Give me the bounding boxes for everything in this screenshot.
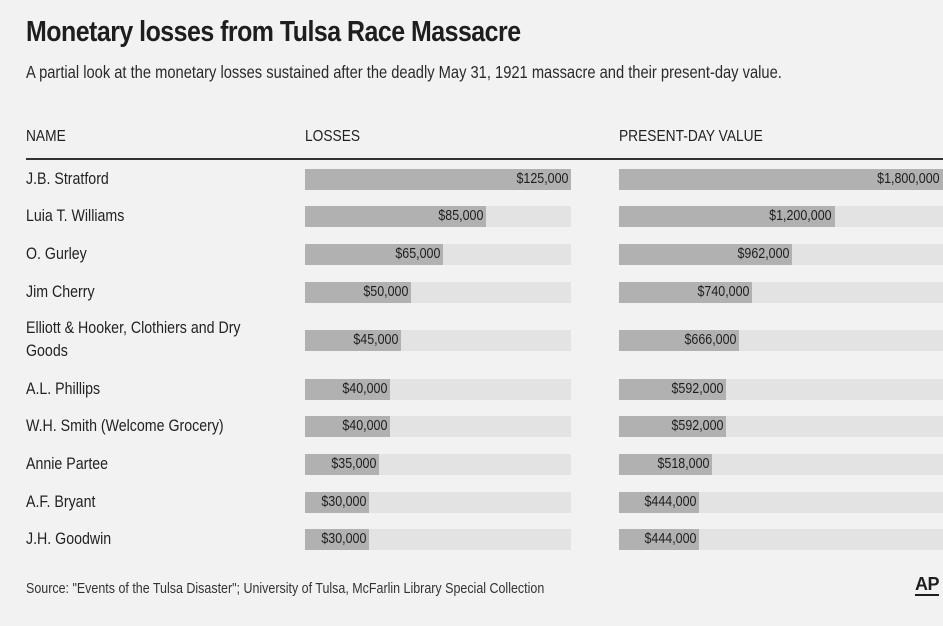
losses-bar-track: $85,000 bbox=[305, 206, 571, 227]
present-value-label: $444,000 bbox=[643, 531, 696, 547]
present-value-label: $740,000 bbox=[696, 284, 749, 300]
losses-bar-track: $65,000 bbox=[305, 244, 571, 265]
present-value-label: $962,000 bbox=[736, 246, 789, 262]
present-value-bar-track: $666,000 bbox=[619, 330, 943, 351]
row-name: A.L. Phillips bbox=[26, 380, 101, 398]
column-header-name: NAME bbox=[26, 128, 66, 145]
losses-value-label: $40,000 bbox=[341, 418, 387, 434]
present-value-bar-track: $518,000 bbox=[619, 454, 943, 475]
row-name: A.F. Bryant bbox=[26, 493, 96, 511]
losses-value-label: $50,000 bbox=[362, 284, 408, 300]
header-rule bbox=[26, 158, 943, 160]
losses-bar-track: $40,000 bbox=[305, 416, 571, 437]
present-value-label: $592,000 bbox=[670, 381, 723, 397]
losses-bar bbox=[305, 169, 571, 190]
present-value-bar-track: $592,000 bbox=[619, 416, 943, 437]
losses-value-label: $125,000 bbox=[515, 171, 568, 187]
row-name: Luia T. Williams bbox=[26, 207, 125, 225]
losses-bar bbox=[305, 492, 369, 513]
losses-bar-track: $50,000 bbox=[305, 282, 571, 303]
losses-bar-track: $40,000 bbox=[305, 379, 571, 400]
column-header-losses: LOSSES bbox=[305, 128, 361, 145]
present-value-bar bbox=[619, 169, 943, 190]
losses-bar-track: $45,000 bbox=[305, 330, 571, 351]
present-value-bar bbox=[619, 529, 699, 550]
present-value-bar-track: $592,000 bbox=[619, 379, 943, 400]
losses-bar bbox=[305, 454, 379, 475]
losses-value-label: $30,000 bbox=[320, 494, 366, 510]
present-value-bar-track: $740,000 bbox=[619, 282, 943, 303]
present-value-label: $666,000 bbox=[683, 332, 736, 348]
losses-value-label: $40,000 bbox=[341, 381, 387, 397]
losses-value-label: $30,000 bbox=[320, 531, 366, 547]
source-note: Source: "Events of the Tulsa Disaster"; … bbox=[26, 581, 545, 597]
present-value-bar bbox=[619, 454, 712, 475]
present-value-bar-track: $962,000 bbox=[619, 244, 943, 265]
present-value-bar bbox=[619, 244, 792, 265]
ap-logo: AP bbox=[915, 574, 940, 596]
losses-bar-track: $30,000 bbox=[305, 492, 571, 513]
present-value-bar bbox=[619, 492, 699, 513]
present-value-bar-track: $444,000 bbox=[619, 529, 943, 550]
losses-value-label: $85,000 bbox=[437, 208, 483, 224]
losses-bar bbox=[305, 379, 390, 400]
present-value-label: $1,200,000 bbox=[769, 208, 832, 224]
present-value-bar bbox=[619, 330, 739, 351]
column-header-present-day-value: PRESENT-DAY VALUE bbox=[619, 128, 763, 145]
losses-bar bbox=[305, 416, 390, 437]
losses-bar bbox=[305, 529, 369, 550]
losses-value-label: $65,000 bbox=[394, 246, 440, 262]
present-value-bar bbox=[619, 282, 752, 303]
losses-bar bbox=[305, 244, 443, 265]
present-value-bar-track: $1,200,000 bbox=[619, 206, 943, 227]
present-value-label: $518,000 bbox=[656, 456, 709, 472]
present-value-bar bbox=[619, 206, 835, 227]
present-value-bar-track: $1,800,000 bbox=[619, 169, 943, 190]
row-name: Elliott & Hooker, Clothiers and Dry Good… bbox=[26, 319, 241, 360]
present-value-label: $1,800,000 bbox=[877, 171, 940, 187]
row-name: O. Gurley bbox=[26, 245, 87, 263]
losses-value-label: $45,000 bbox=[352, 332, 398, 348]
present-value-bar bbox=[619, 379, 726, 400]
row-name: J.H. Goodwin bbox=[26, 530, 112, 548]
present-value-label: $592,000 bbox=[670, 418, 723, 434]
present-value-bar-track: $444,000 bbox=[619, 492, 943, 513]
chart-title: Monetary losses from Tulsa Race Massacre bbox=[26, 16, 521, 48]
losses-bar bbox=[305, 330, 401, 351]
row-name: W.H. Smith (Welcome Grocery) bbox=[26, 417, 224, 435]
losses-value-label: $35,000 bbox=[330, 456, 376, 472]
row-name: Annie Partee bbox=[26, 455, 109, 473]
present-value-label: $444,000 bbox=[643, 494, 696, 510]
chart-subtitle: A partial look at the monetary losses su… bbox=[26, 62, 782, 82]
losses-bar-track: $35,000 bbox=[305, 454, 571, 475]
losses-bar-track: $30,000 bbox=[305, 529, 571, 550]
losses-bar-track: $125,000 bbox=[305, 169, 571, 190]
row-name: Jim Cherry bbox=[26, 283, 95, 301]
present-value-bar bbox=[619, 416, 726, 437]
row-name: J.B. Stratford bbox=[26, 170, 109, 188]
losses-bar bbox=[305, 282, 411, 303]
losses-bar bbox=[305, 206, 486, 227]
